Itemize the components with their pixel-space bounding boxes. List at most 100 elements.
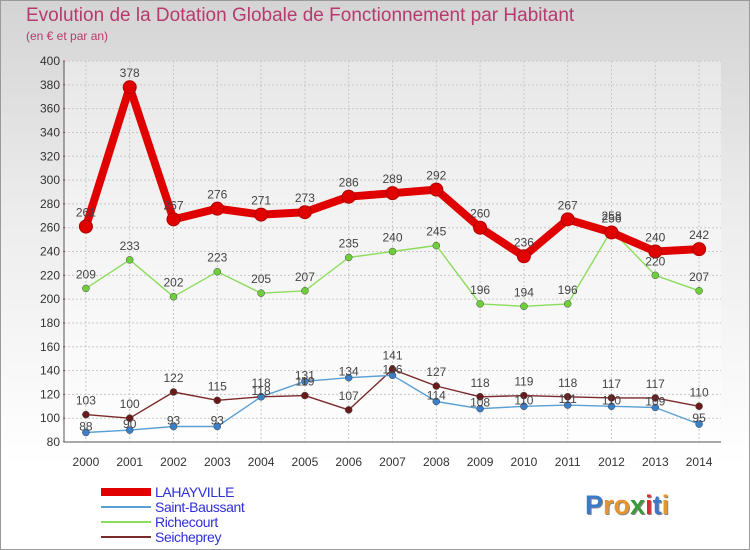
data-label: 205 (251, 272, 271, 286)
data-point (257, 289, 265, 297)
x-tick-label: 2006 (335, 455, 362, 469)
data-point (476, 300, 484, 308)
legend-swatch (101, 506, 151, 508)
y-tick-label: 260 (40, 221, 60, 235)
data-point (432, 241, 441, 250)
data-point (125, 256, 134, 264)
data-point (341, 189, 356, 204)
data-point (344, 406, 353, 414)
data-label: 194 (514, 285, 534, 299)
logo-letter: t (652, 490, 662, 520)
data-point (695, 287, 703, 295)
y-tick-label: 360 (40, 102, 60, 116)
y-tick-label: 100 (40, 411, 60, 425)
y-tick-label: 180 (40, 316, 60, 330)
data-point (692, 242, 707, 257)
data-label: 207 (295, 270, 315, 284)
data-point (432, 397, 441, 406)
data-label: 271 (251, 194, 271, 208)
data-point (125, 414, 134, 422)
data-label: 235 (339, 236, 359, 250)
x-tick-label: 2013 (642, 455, 669, 469)
y-tick-label: 200 (40, 292, 60, 306)
data-label: 110 (602, 393, 621, 407)
data-point (695, 420, 703, 428)
data-point (169, 388, 178, 396)
data-label: 236 (514, 235, 534, 249)
data-point (520, 391, 528, 400)
data-label: 119 (514, 375, 533, 389)
data-point (169, 292, 178, 301)
data-point (473, 220, 488, 235)
y-tick-label: 280 (40, 197, 60, 211)
data-label: 118 (252, 376, 271, 390)
data-point (476, 393, 484, 401)
data-label: 119 (295, 375, 314, 389)
data-point (122, 80, 137, 95)
data-label: 93 (211, 414, 225, 428)
y-tick-label: 300 (40, 173, 60, 187)
data-point (651, 403, 660, 412)
y-tick-label: 340 (40, 125, 60, 139)
data-point (301, 287, 309, 295)
legend-label: Seicheprey (155, 529, 222, 545)
x-tick-label: 2003 (204, 455, 231, 469)
data-label: 261 (76, 205, 96, 219)
data-label: 136 (382, 362, 402, 376)
data-label: 258 (601, 209, 621, 223)
y-tick-label: 400 (40, 54, 60, 68)
data-label: 242 (689, 228, 709, 242)
data-label: 256 (601, 211, 621, 225)
data-point (297, 205, 312, 220)
x-tick-label: 2008 (423, 455, 450, 469)
data-point (560, 212, 575, 227)
x-tick-label: 2000 (73, 455, 100, 469)
data-label: 260 (470, 207, 490, 221)
data-label: 196 (558, 283, 578, 297)
data-point (563, 300, 572, 308)
data-label: 118 (471, 376, 490, 390)
data-label: 141 (382, 348, 402, 362)
data-point (257, 393, 265, 401)
data-label: 115 (208, 379, 227, 393)
data-point (344, 253, 353, 262)
logo-letter: r (603, 490, 614, 520)
data-point (82, 284, 90, 293)
logo-letter: i (645, 490, 653, 520)
data-point (385, 186, 400, 201)
data-label: 114 (427, 389, 446, 403)
data-point (563, 401, 572, 409)
data-label: 100 (120, 397, 140, 411)
data-point (388, 371, 397, 380)
data-point (82, 410, 90, 419)
x-tick-label: 2007 (379, 455, 406, 469)
y-tick-label: 320 (40, 149, 60, 163)
data-point (651, 394, 660, 402)
data-label: 378 (120, 66, 140, 80)
data-point (166, 212, 181, 227)
logo-letter: i (661, 490, 670, 520)
data-label: 117 (646, 377, 665, 391)
legend-label: Saint-Baussant (155, 499, 245, 515)
data-point (213, 422, 222, 431)
data-point (254, 207, 269, 222)
proxiti-logo: Proxiti (585, 490, 669, 521)
data-point (607, 394, 616, 402)
data-label: 107 (339, 389, 359, 403)
data-label: 88 (79, 419, 93, 433)
legend-swatch (101, 488, 151, 496)
data-point (125, 426, 134, 434)
data-point (82, 428, 90, 437)
x-tick-label: 2009 (467, 455, 494, 469)
x-tick-label: 2004 (248, 455, 275, 469)
data-label: 286 (339, 176, 359, 190)
data-label: 111 (559, 392, 578, 406)
data-label: 117 (602, 377, 621, 391)
data-label: 95 (692, 411, 706, 425)
data-point (520, 302, 528, 311)
data-point (604, 225, 619, 240)
data-point (516, 249, 531, 264)
data-label: 110 (514, 393, 533, 407)
y-tick-label: 380 (40, 78, 60, 92)
data-label: 196 (470, 283, 490, 297)
